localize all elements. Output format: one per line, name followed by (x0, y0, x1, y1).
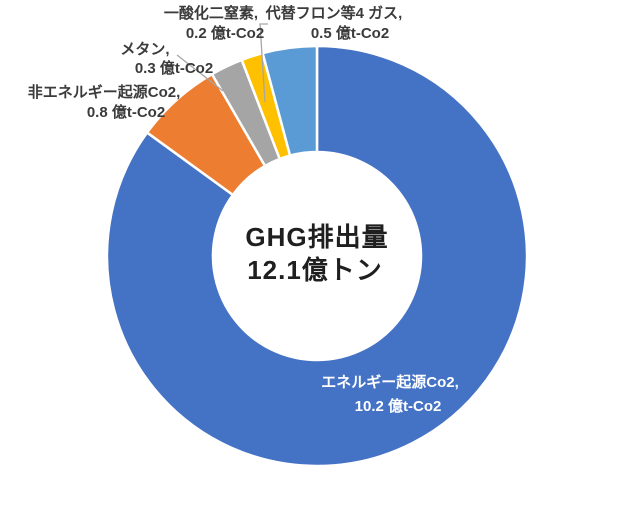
label-hfc-gases-value: 0.5 億t-Co2 (310, 25, 390, 42)
center-title: GHG排出量 (245, 222, 389, 252)
label-nitrous-oxide-value: 0.2 億t-Co2 (185, 25, 265, 42)
donut-slices (105, 44, 529, 468)
center-total: 12.1億トン (247, 255, 383, 285)
label-hfc-gases-name: 代替フロン等4 ガス, (265, 5, 403, 22)
label-non-energy-co2-name: 非エネルギー起源Co2, (27, 84, 181, 101)
donut-slice-energy-co2[interactable] (105, 44, 529, 468)
leader-line-nitrous-oxide (259, 23, 268, 103)
label-nitrous-oxide-name: 一酸化二窒素, (163, 5, 259, 22)
donut-slice-hfc-gases[interactable] (261, 44, 319, 158)
label-methane-name: メタン, (120, 41, 170, 58)
label-non-energy-co2-value: 0.8 億t-Co2 (86, 104, 166, 121)
label-energy-co2-name: エネルギー起源Co2, (321, 374, 459, 391)
leader-line-methane (176, 54, 224, 92)
label-methane-value: 0.3 億t-Co2 (134, 60, 214, 77)
label-energy-co2-value: 10.2 億t-Co2 (354, 398, 442, 415)
